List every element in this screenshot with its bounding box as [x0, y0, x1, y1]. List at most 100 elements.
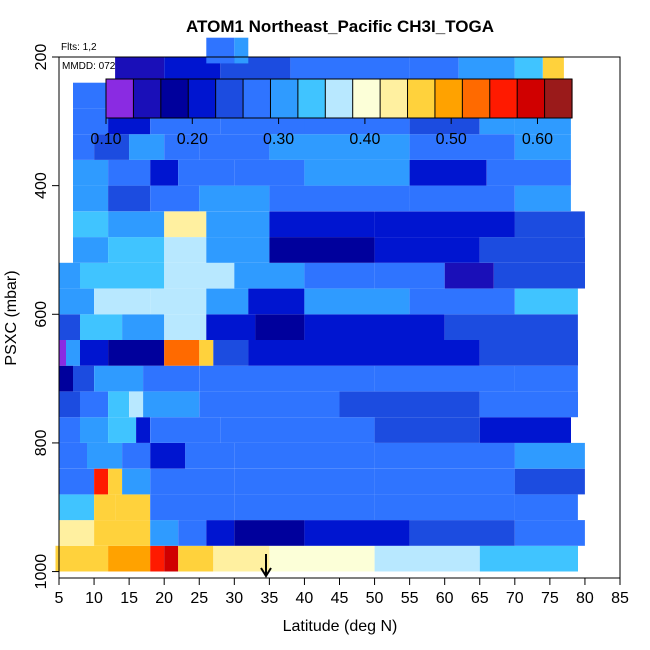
heatmap-cell [164, 211, 207, 238]
heatmap-cell [514, 211, 585, 238]
heatmap-cell [514, 442, 585, 469]
x-tick-label: 15 [120, 590, 138, 607]
x-tick-label: 10 [85, 590, 103, 607]
heatmap-cell [80, 417, 109, 443]
colorbar-segment [215, 79, 244, 118]
heatmap-cell [199, 185, 270, 212]
heatmap-cell [374, 237, 480, 263]
heatmap-cell [269, 185, 410, 212]
heatmap-cell [234, 159, 305, 186]
x-tick-label: 5 [55, 590, 64, 607]
heatmap-cell [213, 340, 249, 366]
heatmap-cell [66, 340, 80, 366]
x-tick-label: 65 [471, 590, 489, 607]
heatmap-cell [164, 340, 200, 366]
y-tick-label: 200 [33, 44, 50, 71]
heatmap-cell [136, 417, 151, 443]
heatmap-cell [108, 185, 151, 212]
heatmap-cell [234, 494, 375, 521]
heatmap-cell [479, 340, 578, 366]
x-tick-label: 35 [260, 590, 278, 607]
heatmap-cell [108, 468, 123, 495]
heatmap-cell [339, 391, 480, 418]
heatmap-cell [73, 365, 94, 392]
heatmap-cell [115, 494, 151, 521]
heatmap-cell [444, 314, 578, 340]
heatmap-cell [409, 134, 515, 160]
colorbar-segment [243, 79, 272, 118]
y-axis: 200 400 600 800 1000 [33, 44, 59, 589]
heatmap-cell [178, 520, 207, 546]
heatmap-cell [59, 391, 80, 418]
colorbar-segment [517, 79, 546, 118]
heatmap-cell [129, 391, 144, 418]
heatmap-cell [374, 545, 480, 572]
x-tick-label: 85 [611, 590, 629, 607]
colorbar-frame [105, 78, 573, 119]
y-tick-label: 600 [33, 301, 50, 328]
colorbar-segment [407, 79, 436, 118]
heatmap-cell [164, 314, 207, 340]
heatmap-cell [150, 520, 179, 546]
heatmap-cell [178, 545, 214, 572]
heatmap-cell [185, 442, 235, 469]
flights-note: Flts: 1,2 [61, 42, 97, 53]
heatmap-cell [143, 365, 200, 392]
heatmap-cell [409, 159, 487, 186]
x-tick-label: 70 [506, 590, 524, 607]
heatmap-cell [150, 494, 235, 521]
heatmap-cell [80, 391, 109, 418]
heatmap-cell [374, 211, 515, 238]
heatmap-cell [206, 288, 249, 315]
heatmap-cell [290, 57, 410, 83]
colorbar-segment [160, 79, 189, 118]
heatmap-cell [374, 442, 515, 469]
x-tick-label: 25 [190, 590, 208, 607]
heatmap-cell [87, 442, 123, 469]
heatmap-cell [213, 545, 270, 572]
heatmap-cell [234, 468, 375, 495]
x-tick-label: 20 [155, 590, 173, 607]
heatmap-cell [269, 545, 375, 572]
heatmap-cell [94, 288, 151, 315]
heatmap-cell [108, 545, 151, 572]
heatmap-cell [206, 237, 270, 263]
x-tick-label: 50 [366, 590, 384, 607]
colorbar-tick-label: 0.40 [349, 131, 380, 148]
dates-note: MMDD: 0729,0801 [62, 61, 146, 72]
heatmap-cell [59, 468, 95, 495]
heatmap-cell [108, 340, 165, 366]
heatmap-cell [479, 417, 571, 443]
heatmap-cell [514, 520, 585, 546]
heatmap-cell [234, 37, 249, 64]
heatmap-cell [458, 57, 515, 83]
heatmap-cell [269, 134, 340, 160]
heatmap-cell [206, 37, 235, 64]
heatmap-cell [73, 185, 109, 212]
heatmap-cell [479, 545, 578, 572]
heatmap-cell [150, 288, 207, 315]
colorbar: 0.10 0.20 0.30 0.40 0.50 0.60 [90, 78, 573, 148]
heatmap-cell [479, 391, 578, 418]
heatmap-cell [115, 57, 165, 83]
heatmap-cell [374, 494, 515, 521]
colorbar-segment [270, 79, 299, 118]
x-tick-label: 30 [225, 590, 243, 607]
heatmap-cell [80, 262, 165, 289]
colorbar-tick-label: 0.60 [522, 131, 553, 148]
heatmap-cell [129, 134, 165, 160]
heatmap-cell [409, 288, 515, 315]
heatmap-cell [493, 262, 585, 289]
heatmap-cell [59, 365, 73, 392]
heatmap-cell [150, 185, 200, 212]
heatmap-cell [248, 288, 305, 315]
heatmap-cell [206, 211, 270, 238]
heatmap-cell [80, 340, 109, 366]
heatmap-cell [269, 237, 375, 263]
heatmap-cell [164, 134, 200, 160]
x-tick-label: 60 [436, 590, 454, 607]
heatmap-cell [80, 314, 123, 340]
chart-title: ATOM1 Northeast_Pacific CH3I_TOGA [186, 17, 494, 36]
heatmap-cell [94, 468, 109, 495]
